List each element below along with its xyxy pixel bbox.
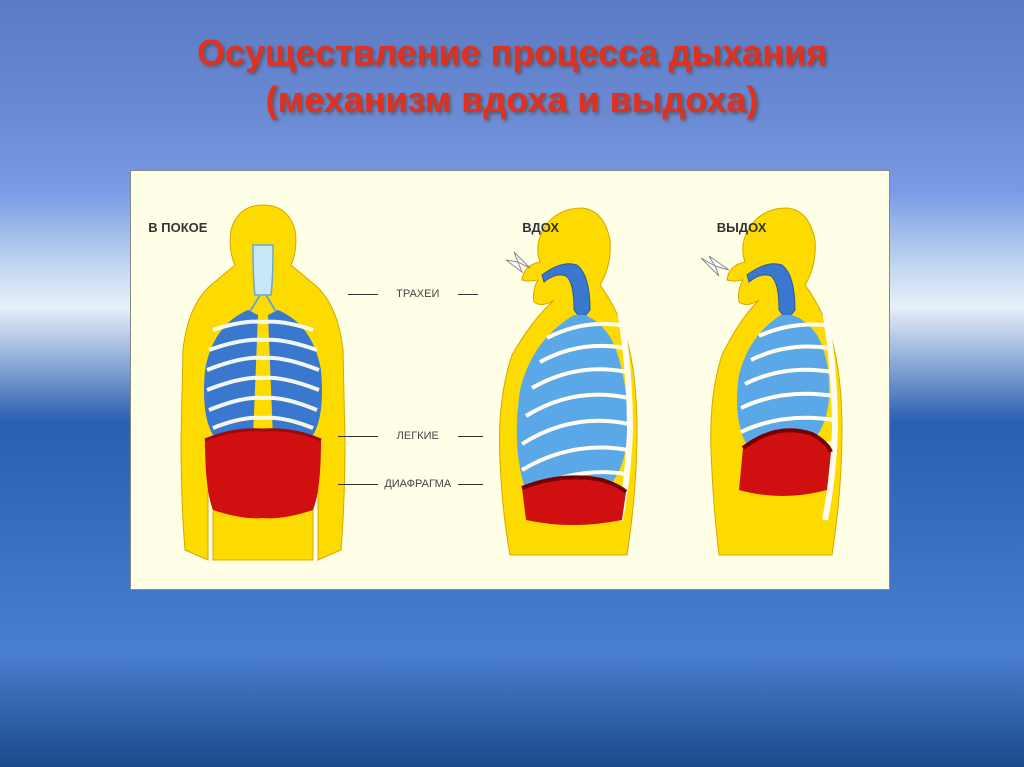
- figure-rest: В ПОКОЕ: [153, 190, 373, 570]
- silhouette-inhale: [462, 190, 662, 570]
- silhouette-exhale: [667, 190, 867, 570]
- title-line-1: Осуществление процесса дыхания: [197, 32, 827, 73]
- slide-title: Осуществление процесса дыхания (механизм…: [0, 30, 1024, 124]
- label-rest: В ПОКОЕ: [148, 220, 207, 235]
- title-line-2: (механизм вдоха и выдоха): [266, 79, 759, 120]
- silhouette-rest: [153, 190, 373, 570]
- label-column: ТРАХЕИ ЛЕГКИЕ ДИАФРАГМА: [378, 190, 458, 570]
- figure-inhale: ВДОХ: [462, 190, 662, 570]
- label-diaphragm: ДИАФРАГМА: [378, 478, 458, 490]
- leader-diaphragm-left: [338, 484, 378, 485]
- diagram-container: В ПОКОЕ ТРАХЕИ: [130, 170, 890, 590]
- label-inhale: ВДОХ: [522, 220, 559, 235]
- leader-trachea-left: [348, 294, 378, 295]
- label-lungs: ЛЕГКИЕ: [378, 430, 458, 442]
- label-exhale: ВЫДОХ: [717, 220, 767, 235]
- label-trachea: ТРАХЕИ: [378, 288, 458, 300]
- leader-lungs-left: [338, 436, 378, 437]
- figure-exhale: ВЫДОХ: [667, 190, 867, 570]
